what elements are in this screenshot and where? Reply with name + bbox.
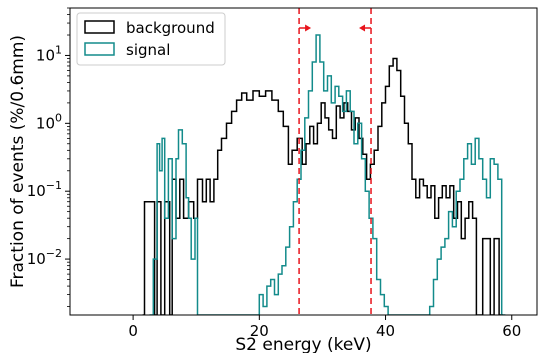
y-tick-label: 10−2 [27, 247, 62, 268]
cut-arrow-1 [299, 24, 312, 32]
legend: background signal [76, 12, 226, 66]
x-axis-label: S2 energy (keV) [235, 335, 371, 353]
x-tick-label: 0 [128, 322, 138, 340]
legend-label-signal: signal [126, 41, 170, 59]
legend-swatch-background [84, 20, 115, 34]
x-tick-label: 20 [250, 322, 269, 340]
y-tick-label: 10−1 [27, 179, 62, 200]
x-tick-label: 40 [376, 322, 395, 340]
y-axis-label: Fraction of events (%/0.6mm) [8, 35, 28, 288]
cut-arrow-2 [359, 24, 372, 32]
y-tick-label: 101 [36, 43, 62, 64]
series-signal [149, 34, 506, 315]
x-tick-label: 60 [502, 322, 521, 340]
y-tick-label: 100 [36, 111, 62, 132]
axes: 0 20 40 60 10−2 10−1 100 101 [27, 7, 521, 340]
plot-frame [69, 7, 538, 316]
series-background [142, 57, 503, 315]
legend-swatch-signal [84, 42, 115, 56]
legend-label-background: background [126, 19, 215, 37]
plot-content [142, 8, 506, 315]
